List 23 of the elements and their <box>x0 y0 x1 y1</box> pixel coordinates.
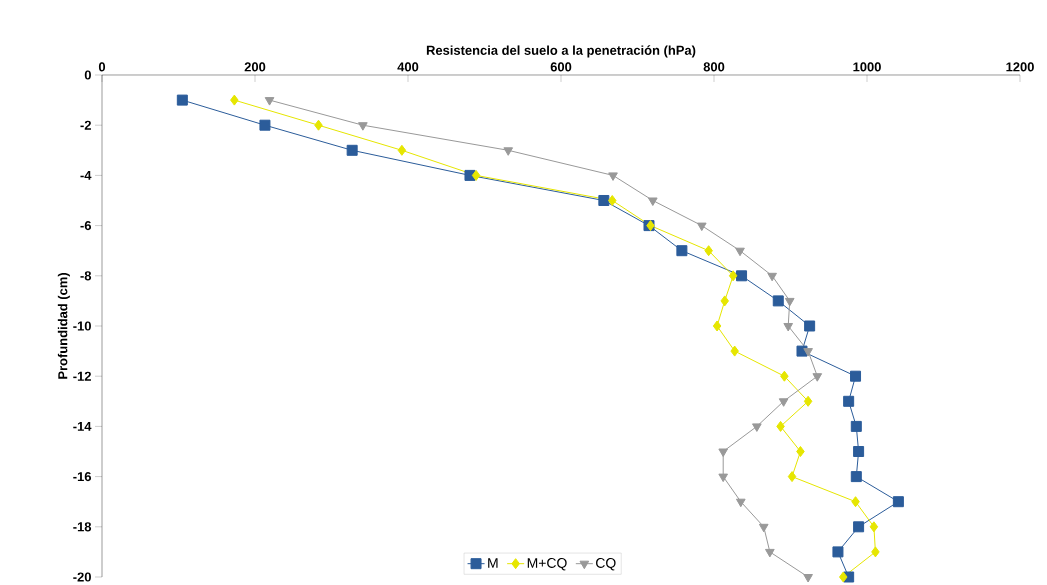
y-tick-label: -6 <box>80 221 92 231</box>
y-tick-label: -8 <box>80 271 92 281</box>
x-tick-label: 200 <box>244 62 266 72</box>
y-tick-label: -16 <box>73 472 92 482</box>
x-tick-label: 400 <box>397 62 419 72</box>
y-tick-label: -12 <box>73 371 91 381</box>
x-tick-label: 600 <box>550 62 572 72</box>
y-tick-label: -20 <box>73 572 91 582</box>
x-axis-title: Resistencia del suelo a la penetración (hPa) <box>426 45 696 58</box>
y-tick-label: -10 <box>73 321 91 331</box>
x-tick-label: 1200 <box>1006 62 1034 72</box>
legend-label: CQ <box>596 558 616 571</box>
legend-label: M <box>488 558 498 568</box>
x-tick-label: 800 <box>703 62 725 72</box>
y-tick-label: -18 <box>73 522 92 532</box>
y-tick-label: 0 <box>84 70 91 80</box>
x-tick-label: 0 <box>98 62 106 72</box>
legend-label: M+CQ <box>527 558 567 571</box>
x-tick-label: 1000 <box>853 62 881 72</box>
y-axis-title: Profundidad (cm) <box>57 273 70 379</box>
y-tick-label: -4 <box>80 170 92 180</box>
y-tick-label: -2 <box>80 120 91 130</box>
y-tick-label: -14 <box>73 421 92 431</box>
